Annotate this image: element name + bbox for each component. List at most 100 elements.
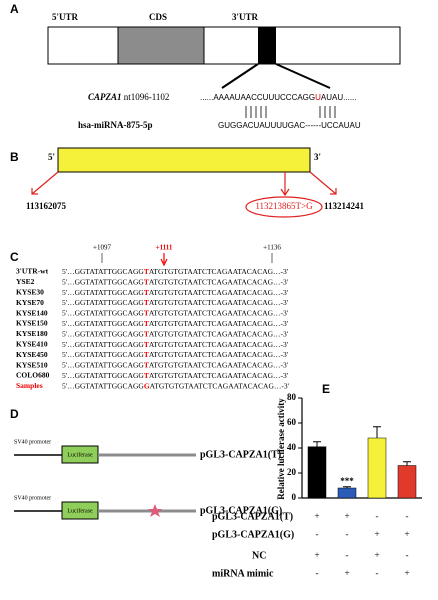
end-label: 5' [48, 152, 55, 162]
condition-label: NC [252, 550, 266, 561]
sequence: 5'…GGTATATTGGCAGGTATGTGTGTAATCTCAGAATACA… [62, 340, 289, 349]
gene-box [47, 26, 401, 65]
position: 113214241 [324, 201, 365, 211]
panel-label: E [322, 382, 330, 396]
condition-mark: + [374, 550, 379, 560]
y-tick-label: 40 [287, 442, 297, 452]
bar [397, 465, 417, 499]
seq: 5'…GGTATATTGGCAGG [62, 308, 144, 317]
end-label: 3' [314, 152, 321, 162]
seq: 5'…GGTATATTGGCAGG [62, 267, 144, 276]
sequence: 5'…GGTATATTGGCAGGTATGTGTGTAATCTCAGAATACA… [62, 319, 289, 328]
panel-label: C [10, 250, 19, 264]
sequence: 5'…GGTATATTGGCAGGTATGTGTGTAATCTCAGAATACA… [62, 371, 289, 380]
seq: 5'…GGTATATTGGCAGG [62, 277, 144, 286]
bar [337, 487, 357, 499]
condition-mark: + [344, 511, 349, 521]
sample-name: KYSE510 [16, 360, 48, 369]
chart: 0 20 40 60 80 *** pGL3-CAPZA1(T) + + - - pGL3-CAPZA… [212, 392, 422, 579]
seq: 5'…GGTATATTGGCAGG [62, 360, 144, 369]
panel-label: B [10, 150, 19, 164]
significance: *** [340, 476, 354, 486]
allele: T [144, 267, 149, 276]
condition-mark: - [406, 511, 409, 521]
seq: ATGTGTGTAATCTCAGAATACACAG…-3' [149, 319, 289, 328]
condition-mark: - [376, 511, 379, 521]
site-range: nt1096-1102 [124, 92, 170, 102]
seq: ATGTGTGTAATCTCAGAATACACAG…-3' [150, 381, 290, 390]
target-seq: ......AAAAUAACCUUUCCCAGGUAUAU...... [200, 93, 356, 102]
zoom-line [221, 63, 259, 89]
sequence: 5'…GGTATATTGGCAGGGATGTGTGTAATCTCAGAATACA… [62, 381, 290, 390]
allele: T [144, 308, 149, 317]
zoom-line [275, 63, 331, 89]
gene-name: CAPZA1 [88, 92, 122, 102]
seq: ATGTGTGTAATCTCAGAATACACAG…-3' [149, 288, 289, 297]
arrow [160, 258, 168, 267]
panel-label: A [10, 2, 19, 16]
construct: pGL3-CAPZA1(G) [200, 505, 282, 516]
allele: T [144, 288, 149, 297]
bar [367, 437, 387, 499]
sequence: 5'…GGTATATTGGCAGGTATGTGTGTAATCTCAGAATACA… [62, 288, 289, 297]
sample-name: COLO680 [16, 371, 50, 380]
sequence: 5'…GGTATATTGGCAGGTATGTGTGTAATCTCAGAATACA… [62, 277, 289, 286]
condition-label: miRNA mimic [212, 568, 274, 579]
seq: 5'…GGTATATTGGCAGG [62, 329, 144, 338]
pairing [245, 106, 336, 118]
sample-name: Samples [16, 381, 43, 390]
condition-mark: + [404, 568, 409, 578]
sample-name: KYSE410 [16, 340, 48, 349]
seq: ATGTGTGTAATCTCAGAATACACAG…-3' [149, 371, 289, 380]
mutation-star [148, 504, 162, 517]
site-box [258, 27, 276, 64]
condition-mark: + [374, 529, 379, 539]
seq: 5'…GGTATATTGGCAGG [62, 371, 144, 380]
sample-name: KYSE180 [16, 329, 48, 338]
promoter-label: SV40 promoter [14, 495, 51, 501]
allele: T [144, 319, 149, 328]
condition-label: pGL3-CAPZA1(G) [212, 529, 294, 540]
allele: T [144, 298, 149, 307]
condition-mark: - [346, 529, 349, 539]
sequence: 5'…GGTATATTGGCAGGTATGTGTGTAATCTCAGAATACA… [62, 350, 289, 359]
sample-name: KYSE450 [16, 350, 48, 359]
condition-mark: - [316, 568, 319, 578]
condition-mark: + [314, 511, 319, 521]
y-tick-label: 20 [287, 467, 297, 477]
allele: T [144, 371, 149, 380]
cds-box [117, 26, 205, 65]
seq: 5'…GGTATATTGGCAGG [62, 319, 144, 328]
promoter-label: SV40 promoter [14, 439, 51, 445]
seq: AUAU...... [321, 93, 357, 102]
y-axis-label: Relative luciferase activity [276, 398, 286, 500]
condition-mark: - [346, 550, 349, 560]
sample-name: KYSE150 [16, 319, 48, 328]
seq: ......AAAAUAACCUUUCCCAGG [200, 93, 315, 102]
condition-mark: - [376, 568, 379, 578]
sample-name: 3'UTR-wt [16, 267, 49, 276]
sample-name: KYSE30 [16, 288, 44, 297]
seq: 5'…GGTATATTGGCAGG [62, 298, 144, 307]
allele: T [144, 350, 149, 359]
seq-red: U [315, 93, 321, 102]
seq: ATGTGTGTAATCTCAGAATACACAG…-3' [149, 277, 289, 286]
seq: ATGTGTGTAATCTCAGAATACACAG…-3' [149, 360, 289, 369]
mirna-name: hsa-miRNA-875-5p [78, 120, 153, 130]
mirna-seq: GUGGACUAUUUUGAC------UCCAUAU [218, 121, 361, 130]
sequence: 5'…GGTATATTGGCAGGTATGTGTGTAATCTCAGAATACA… [62, 329, 289, 338]
seq: ATGTGTGTAATCTCAGAATACACAG…-3' [149, 267, 289, 276]
seq: ATGTGTGTAATCTCAGAATACACAG…-3' [149, 298, 289, 307]
seq: 5'…GGTATATTGGCAGG [62, 340, 144, 349]
seq: 5'…GGTATATTGGCAGG [62, 381, 144, 390]
condition-label: pGL3-CAPZA1(T) [212, 511, 293, 522]
y-tick-label: 80 [287, 392, 297, 402]
sequence: 5'…GGTATATTGGCAGGTATGTGTGTAATCTCAGAATACA… [62, 308, 289, 317]
seq: ATGTGTGTAATCTCAGAATACACAG…-3' [149, 308, 289, 317]
position: +1097 [93, 244, 111, 252]
seq: ATGTGTGTAATCTCAGAATACACAG…-3' [149, 350, 289, 359]
allele: T [144, 329, 149, 338]
gene-label: Luciferase [67, 507, 93, 514]
alignment: 3'UTR-wt 5'…GGTATATTGGCAGGTATGTGTGTAATCTC… [16, 267, 290, 390]
